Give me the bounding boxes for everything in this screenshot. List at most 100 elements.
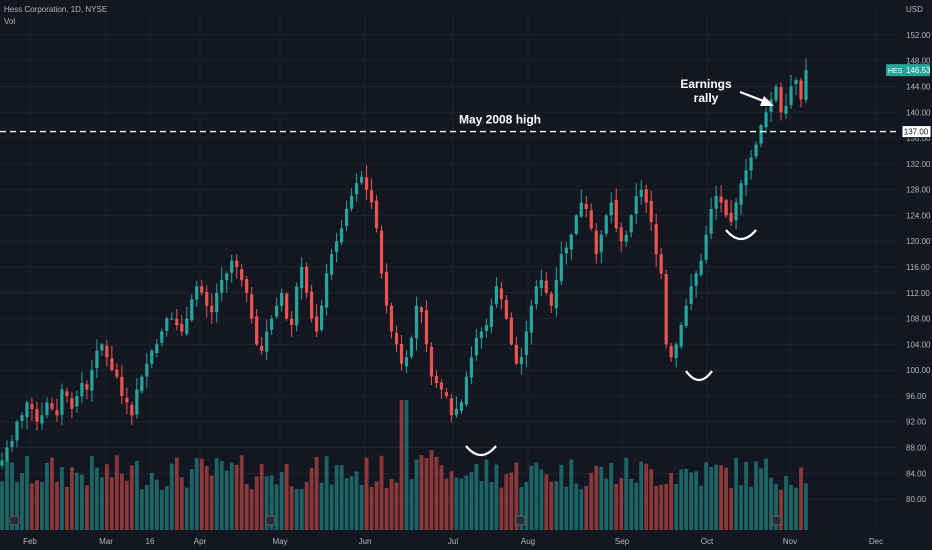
volume-bar [669, 472, 674, 530]
volume-bar [70, 467, 74, 530]
candle-body [599, 234, 603, 252]
volume-bar [284, 464, 289, 530]
volume-bar [379, 455, 384, 530]
x-tick-label: Nov [783, 537, 797, 546]
y-tick-label: 92.00 [906, 418, 927, 427]
candle-body [135, 389, 139, 415]
volume-bar [524, 481, 529, 530]
candle-body [95, 350, 99, 368]
y-tick-label: 152.00 [906, 31, 931, 40]
candle-body [15, 421, 19, 441]
volume-bar [434, 456, 439, 530]
candle-body [759, 125, 763, 144]
candle-body [25, 402, 29, 417]
candle-body [799, 80, 803, 100]
candle-body [200, 286, 204, 293]
candle-body [399, 343, 404, 364]
volume-bar [254, 476, 259, 530]
candle-body [429, 346, 434, 377]
candle-body [50, 403, 54, 409]
y-tick-label: 148.00 [906, 57, 931, 66]
volume-bar [94, 467, 99, 530]
volume-bar [279, 472, 284, 530]
volume-bar [174, 457, 179, 530]
candle-body [374, 200, 379, 229]
candle-body [235, 260, 239, 267]
volume-bar [429, 450, 434, 530]
candle-body [20, 415, 24, 421]
candle-body [669, 346, 673, 358]
chart-header: Hess Corporation, 1D, NYSE Vol [4, 4, 107, 28]
volume-bar [329, 484, 334, 530]
x-tick-label: Feb [23, 537, 37, 546]
volume-bar [634, 482, 639, 530]
volume-bar [309, 468, 314, 530]
volume-bar [264, 476, 269, 530]
volume-bar [384, 488, 389, 530]
candle-body [70, 398, 74, 409]
candle-body [459, 402, 464, 411]
candle-body [369, 189, 374, 203]
volume-bar [25, 456, 29, 530]
volume-bar [589, 472, 594, 530]
candle-body [404, 357, 409, 367]
candle-body [329, 254, 334, 275]
candle-body [205, 291, 209, 306]
candle-body [704, 234, 708, 260]
volume-bar [394, 482, 399, 530]
candle-body [210, 305, 214, 313]
candle-body [439, 382, 444, 390]
candle-body [789, 86, 793, 106]
candle-body [45, 402, 49, 416]
cup-arc [465, 445, 497, 457]
volume-bar [10, 462, 14, 530]
volume-bar [689, 472, 694, 530]
volume-bar [749, 486, 753, 530]
volume-bar [539, 469, 544, 530]
x-tick-label: 16 [146, 537, 155, 546]
volume-bar [409, 479, 414, 530]
volume-bar [424, 458, 429, 530]
candle-body [484, 325, 488, 331]
volume-bar [269, 475, 274, 530]
volume-bar [779, 489, 783, 530]
y-tick-label: 124.00 [906, 211, 931, 220]
candle-body [35, 409, 39, 422]
volume-bar [399, 400, 404, 530]
candle-body [724, 200, 728, 216]
volume-bar [154, 479, 159, 530]
volume-bar [349, 476, 354, 530]
candle-body [569, 234, 573, 250]
candle-body [255, 316, 259, 345]
y-tick-label: 136.00 [906, 134, 931, 143]
volume-bar [344, 478, 349, 530]
annotation-earnings-line2: rally [694, 91, 719, 105]
candle-body [674, 344, 678, 359]
volume-label: Vol [4, 17, 16, 26]
volume-bar [744, 461, 748, 530]
volume-bar [0, 481, 4, 530]
volume-bar [499, 487, 504, 530]
volume-bar [559, 464, 564, 530]
cup-arc [685, 370, 713, 382]
candle-body [479, 331, 484, 339]
candle-body [659, 254, 663, 274]
volume-bar [469, 471, 474, 530]
volume-bar [164, 486, 169, 530]
candle-body [594, 230, 598, 255]
y-tick-label: 144.00 [906, 82, 931, 91]
volume-bar [324, 456, 329, 530]
candle-body [559, 254, 563, 282]
volume-bar [509, 472, 514, 530]
event-marker [771, 515, 782, 526]
candle-body [290, 318, 294, 326]
candle-body [240, 269, 244, 280]
candle-body [584, 203, 588, 209]
y-tick-label: 116.00 [906, 263, 930, 272]
volume-bar [699, 485, 704, 530]
volume-bar [5, 459, 9, 530]
y-tick-label: 128.00 [906, 186, 931, 195]
candle-body [384, 271, 389, 306]
candle-body [449, 398, 454, 416]
